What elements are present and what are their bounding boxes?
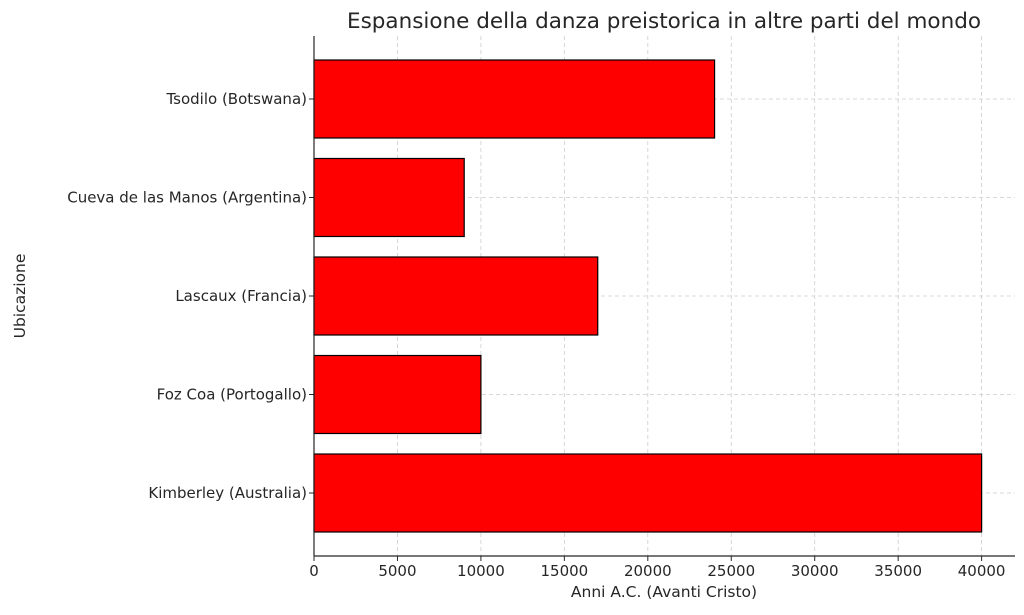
bar: [313, 453, 983, 533]
x-tick-label: 40000: [958, 562, 1006, 580]
ticks-layer: 0 5000 10000 15000 20000 25000 30000 35000 40000…: [67, 90, 1005, 580]
y-tick-label: Lascaux (Francia): [175, 287, 307, 305]
bar: [313, 59, 716, 139]
x-tick-label: 30000: [791, 562, 839, 580]
bar: [313, 157, 465, 238]
y-tick-label: Kimberley (Australia): [148, 484, 307, 502]
x-tick-label: 35000: [874, 562, 922, 580]
y-axis-label: Ubicazione: [11, 254, 29, 339]
y-tick-label: Foz Coa (Portogallo): [157, 386, 307, 404]
x-axis-label: Anni A.C. (Avanti Cristo): [571, 583, 757, 601]
y-tick-label: Tsodilo (Botswana): [165, 90, 307, 108]
x-tick-label: 10000: [457, 562, 505, 580]
chart-title: Espansione della danza preistorica in al…: [347, 9, 981, 34]
x-tick-label: 0: [309, 562, 319, 580]
bar: [313, 256, 599, 336]
x-tick-label: 20000: [624, 562, 672, 580]
x-tick-label: 25000: [707, 562, 755, 580]
x-tick-label: 5000: [378, 562, 416, 580]
y-tick-label: Cueva de las Manos (Argentina): [67, 189, 307, 207]
bar: [313, 354, 482, 435]
x-tick-label: 15000: [540, 562, 588, 580]
